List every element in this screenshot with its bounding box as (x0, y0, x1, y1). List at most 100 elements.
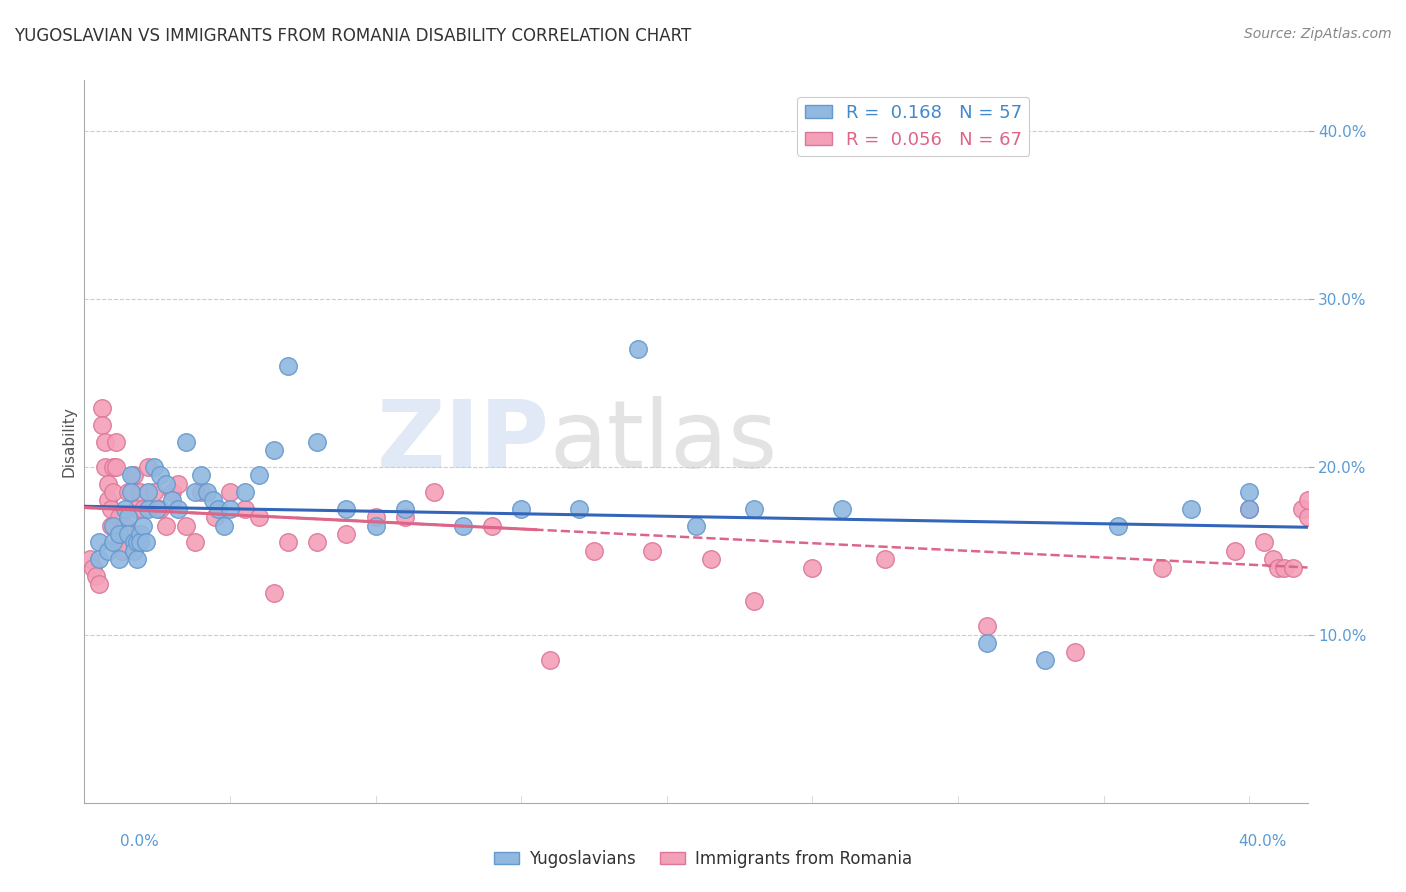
Point (143, 485, 166, 500)
Point (538, 653, 561, 667)
Point (190, 468, 212, 483)
Point (149, 468, 172, 483)
Point (1272, 560, 1295, 574)
Point (1253, 535, 1275, 549)
Text: 0.0%: 0.0% (120, 834, 159, 849)
Point (87, 577, 110, 591)
Point (1180, 501, 1202, 516)
Point (184, 485, 207, 500)
Point (108, 552, 131, 566)
Point (742, 594, 765, 608)
Point (128, 527, 150, 541)
Point (128, 535, 150, 549)
Point (155, 518, 177, 533)
Point (423, 485, 446, 500)
Point (364, 510, 387, 524)
Point (212, 518, 235, 533)
Point (103, 518, 125, 533)
Point (155, 476, 177, 491)
Point (1150, 560, 1173, 574)
Point (108, 527, 131, 541)
Point (263, 586, 285, 600)
Point (233, 485, 256, 500)
Point (114, 501, 136, 516)
Point (105, 434, 128, 449)
Point (627, 342, 650, 356)
Point (122, 543, 145, 558)
Point (976, 619, 998, 633)
Point (335, 501, 357, 516)
Point (160, 493, 183, 508)
Point (247, 510, 270, 524)
Point (1239, 501, 1261, 516)
Point (1063, 644, 1085, 658)
Point (207, 501, 229, 516)
Y-axis label: Disability: Disability (60, 406, 76, 477)
Point (128, 485, 150, 500)
Point (190, 485, 212, 500)
Point (79, 552, 101, 566)
Point (138, 459, 160, 474)
Point (103, 535, 125, 549)
Point (1223, 543, 1246, 558)
Point (87, 552, 110, 566)
Point (394, 510, 416, 524)
Point (568, 501, 591, 516)
Point (219, 501, 242, 516)
Point (510, 501, 533, 516)
Point (263, 442, 285, 457)
Point (307, 434, 329, 449)
Point (685, 518, 707, 533)
Point (125, 501, 148, 516)
Point (201, 493, 224, 508)
Point (103, 485, 125, 500)
Legend: R =  0.168   N = 57, R =  0.056   N = 67: R = 0.168 N = 57, R = 0.056 N = 67 (797, 96, 1029, 156)
Point (103, 459, 125, 474)
Point (160, 485, 183, 500)
Point (87, 535, 110, 549)
Point (307, 535, 329, 549)
Point (90, 417, 112, 432)
Point (117, 485, 139, 500)
Point (84, 569, 107, 583)
Point (97, 543, 120, 558)
Text: 40.0%: 40.0% (1239, 834, 1286, 849)
Point (97, 493, 120, 508)
Point (122, 535, 145, 549)
Point (699, 552, 721, 566)
Point (1282, 560, 1305, 574)
Point (219, 485, 242, 500)
Text: atlas: atlas (550, 395, 778, 488)
Point (583, 543, 606, 558)
Point (875, 552, 897, 566)
Point (1239, 501, 1261, 516)
Point (174, 518, 197, 533)
Point (1239, 485, 1261, 500)
Point (108, 510, 131, 524)
Point (277, 359, 299, 373)
Point (831, 501, 853, 516)
Point (125, 552, 148, 566)
Point (120, 527, 142, 541)
Point (146, 501, 169, 516)
Point (117, 527, 139, 541)
Point (149, 501, 172, 516)
Legend: Yugoslavians, Immigrants from Romania: Yugoslavians, Immigrants from Romania (486, 844, 920, 875)
Point (138, 501, 160, 516)
Point (114, 518, 136, 533)
Point (195, 485, 218, 500)
Point (801, 560, 824, 574)
Point (976, 636, 998, 650)
Point (335, 527, 357, 541)
Text: Source: ZipAtlas.com: Source: ZipAtlas.com (1244, 27, 1392, 41)
Point (138, 485, 160, 500)
Point (105, 459, 128, 474)
Point (125, 535, 148, 549)
Point (166, 501, 188, 516)
Point (174, 434, 197, 449)
Point (120, 468, 142, 483)
Point (1261, 552, 1284, 566)
Point (93, 459, 115, 474)
Point (184, 535, 207, 549)
Point (641, 543, 664, 558)
